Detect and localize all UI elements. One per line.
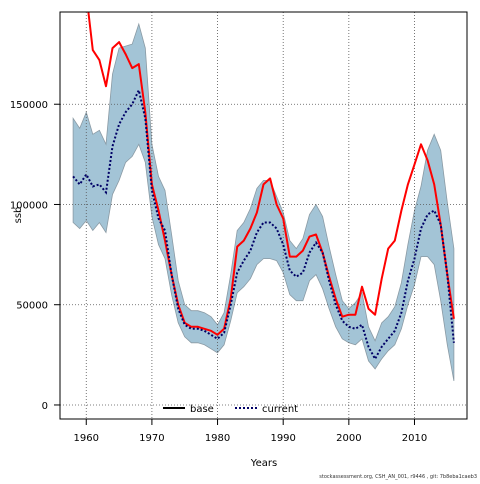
x-tick-label-2000: 2000	[336, 433, 361, 444]
confidence-band-layer	[72, 22, 455, 381]
confidence-band	[72, 22, 455, 381]
x-tick-label-1990: 1990	[270, 433, 295, 444]
plot-frame	[59, 11, 468, 420]
series-line-base	[87, 12, 455, 336]
legend-base-label: base	[190, 404, 214, 415]
y-tick-label-50000: 50000	[16, 301, 48, 312]
legend: base current	[163, 404, 298, 415]
y-axis-title: ssb	[13, 207, 24, 224]
tick-layer: 1960 1970 1980 1990 2000 2010 0 50000 100000 1500…	[10, 100, 427, 444]
x-tick-label-1960: 1960	[74, 433, 99, 444]
series-line-current	[72, 87, 455, 361]
legend-current-label: current	[262, 404, 298, 415]
x-tick-label-2010: 2010	[402, 433, 427, 444]
x-tick-label-1980: 1980	[205, 433, 230, 444]
y-tick-label-100000: 100000	[10, 200, 48, 211]
y-tick-label-150000: 150000	[10, 100, 48, 111]
grid-layer	[60, 12, 467, 419]
x-tick-label-1970: 1970	[139, 433, 164, 444]
series-lines-layer	[72, 12, 455, 361]
plot-frame-layer	[59, 11, 468, 420]
x-axis-title: Years	[250, 458, 277, 469]
y-tick-label-0: 0	[42, 401, 48, 412]
footer-note: stockassessment.org, CSH_AN_001, r9446 ,…	[319, 474, 477, 480]
